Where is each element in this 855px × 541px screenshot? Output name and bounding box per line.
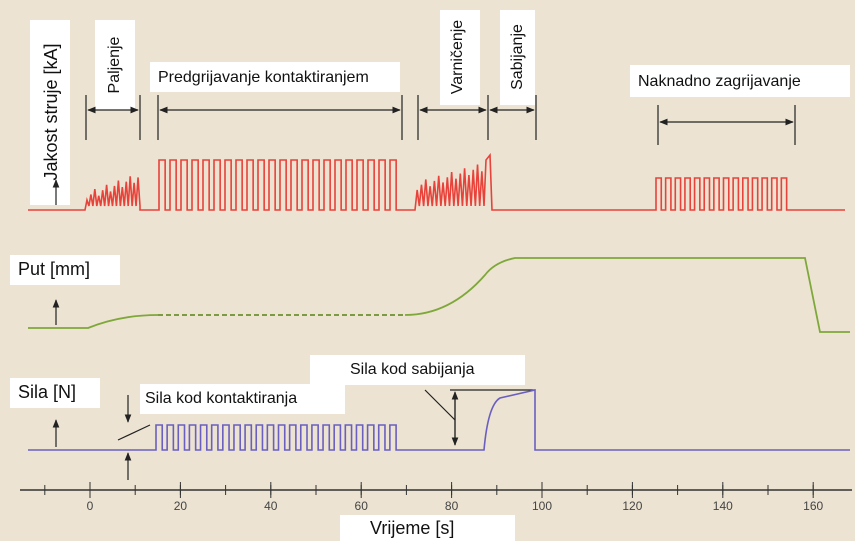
tick-label: 40 (264, 499, 278, 513)
dimension-lines (52, 95, 796, 480)
ignition-label: Paljenje (106, 36, 123, 93)
tick-label: 20 (174, 499, 188, 513)
upsetting-label: Sabijanje (509, 24, 526, 90)
contact-force-label: Sila kod kontaktiranja (145, 390, 297, 407)
label-boxes (10, 10, 850, 541)
time-label: Vrijeme [s] (370, 518, 454, 538)
displacement-curve (28, 257, 850, 333)
preheat-label: Predgrijavanje kontaktiranjem (158, 69, 369, 86)
postheat-label: Naknadno zagrijavanje (638, 73, 801, 90)
tick-label: 140 (713, 499, 733, 513)
tick-label: 160 (803, 499, 823, 513)
flashing-label: Varničenje (449, 20, 466, 95)
tick-label: 100 (532, 499, 552, 513)
displacement-label: Put [mm] (18, 259, 90, 279)
tick-label: 60 (355, 499, 369, 513)
current-curve (28, 152, 845, 211)
tick-label: 0 (87, 499, 94, 513)
upset-force-label: Sila kod sabijanja (350, 361, 475, 378)
force-label: Sila [N] (18, 382, 76, 402)
current-label: Jakost struje [kA] (41, 43, 61, 180)
tick-label: 120 (622, 499, 642, 513)
force-curve (28, 388, 850, 451)
tick-label: 80 (445, 499, 459, 513)
